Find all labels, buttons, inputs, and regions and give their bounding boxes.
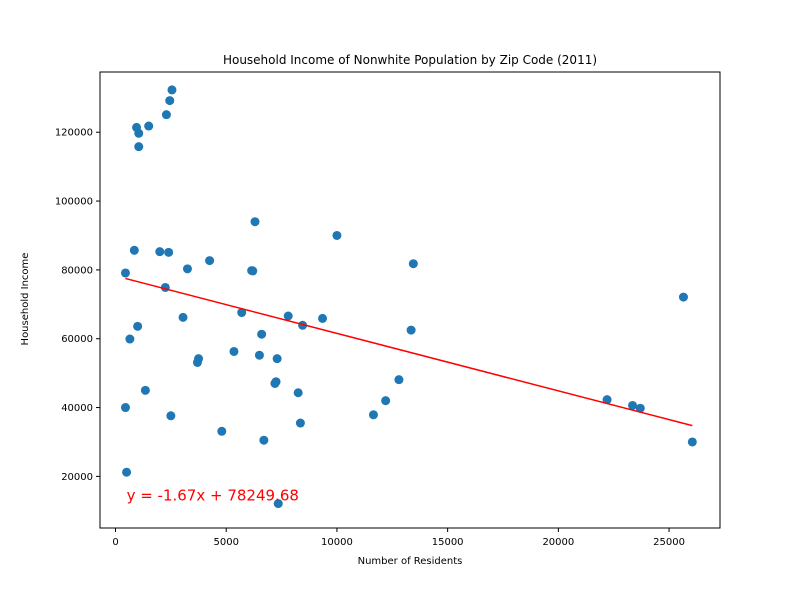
x-tick-label: 25000 [653,537,685,548]
data-point [134,128,144,138]
data-point [129,245,139,255]
chart-title: Household Income of Nonwhite Population … [223,53,597,67]
y-tick-label: 40000 [61,403,93,414]
data-point [368,410,378,420]
axes-frame [99,71,721,529]
y-axis-ticks: 20000 40000 60000 80000 100000 120000 [55,128,100,483]
data-point [167,85,177,95]
y-tick-label: 20000 [61,472,93,483]
data-point [283,311,293,321]
data-point [192,357,202,367]
data-point [134,142,144,152]
regression-equation-label: y = -1.67x + 78249.68 [127,486,299,504]
x-tick-label: 0 [112,537,118,548]
data-point [270,378,280,388]
regression-layer [125,277,693,427]
data-point [254,350,264,360]
data-point [318,313,328,323]
data-point [248,266,258,276]
y-tick-label: 120000 [55,128,93,139]
data-point [229,346,239,356]
data-point [602,395,612,405]
x-tick-label: 10000 [321,537,353,548]
data-point [122,467,132,477]
data-point [257,329,267,339]
data-point [144,121,154,131]
data-point [165,96,175,106]
data-point [140,385,150,395]
data-point [273,499,283,509]
data-point [678,292,688,302]
x-axis-ticks: 0 5000 10000 15000 20000 25000 [112,528,685,548]
data-point [164,247,174,257]
data-point [332,230,342,240]
data-point [272,354,282,364]
y-tick-label: 80000 [61,265,93,276]
scatter-points [120,85,697,509]
x-tick-label: 15000 [432,537,464,548]
data-point [182,264,192,274]
y-tick-label: 100000 [55,197,93,208]
data-point [408,259,418,269]
data-point [217,426,227,436]
data-point [628,400,638,410]
data-point [120,403,130,413]
plot-area-frame [99,71,721,529]
data-point [293,388,303,398]
data-point [259,435,269,445]
data-point [381,396,391,406]
data-point [406,325,416,335]
data-point [250,217,260,227]
x-tick-label: 20000 [542,537,574,548]
data-point [298,320,308,330]
data-point [295,418,305,428]
y-tick-label: 60000 [61,334,93,345]
regression-line [125,277,693,427]
data-point [635,403,645,413]
data-point [687,437,697,447]
data-point [166,411,176,421]
data-point [155,247,165,257]
data-point [178,312,188,322]
x-axis-label: Number of Residents [358,556,463,567]
data-point [205,256,215,266]
data-point [133,321,143,331]
y-axis-label: Household Income [20,253,31,346]
data-point [120,268,130,278]
data-point [161,110,171,120]
data-point [125,334,135,344]
data-point [394,375,404,385]
x-tick-label: 5000 [213,537,238,548]
data-point [237,308,247,318]
